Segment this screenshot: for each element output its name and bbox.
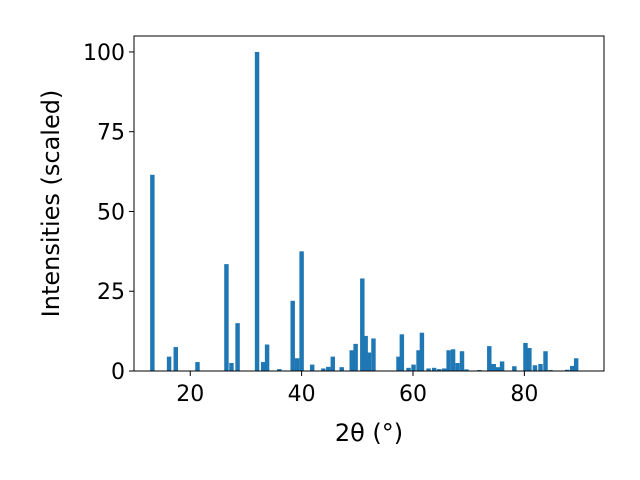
bar — [321, 368, 326, 371]
bar — [491, 363, 496, 371]
plot-frame — [133, 35, 605, 372]
bar — [565, 369, 570, 371]
y-tick-label: 25 — [97, 280, 125, 305]
bar — [436, 369, 442, 371]
y-axis-ticks: 0 25 50 75 100 — [83, 41, 134, 385]
bar — [495, 367, 501, 371]
bar — [570, 365, 575, 371]
bar — [299, 251, 304, 371]
bar — [166, 356, 172, 371]
x-axis-label: 2θ (°) — [335, 419, 403, 447]
bar — [464, 369, 469, 371]
bar — [446, 350, 451, 371]
bar — [411, 364, 416, 371]
y-tick-label: 75 — [97, 121, 125, 146]
bar — [406, 367, 411, 371]
bar — [543, 351, 548, 371]
bar — [527, 348, 532, 371]
bar — [290, 300, 295, 371]
x-tick-label: 80 — [510, 382, 538, 407]
bar — [235, 323, 240, 371]
bar — [254, 51, 260, 371]
bar — [363, 335, 368, 371]
bar — [455, 363, 460, 371]
bar — [150, 174, 155, 371]
bar — [396, 356, 401, 371]
y-tick-label: 50 — [97, 200, 125, 225]
bar — [366, 352, 372, 371]
x-axis-ticks: 20 40 60 80 — [176, 371, 538, 407]
bar — [538, 363, 543, 371]
bar — [229, 363, 234, 371]
bar — [224, 264, 229, 371]
bar — [360, 278, 365, 371]
bar — [459, 351, 465, 371]
bar — [573, 358, 579, 371]
bar — [353, 343, 358, 371]
y-tick-label: 100 — [83, 41, 125, 66]
bar — [277, 369, 282, 371]
x-tick-label: 20 — [176, 382, 204, 407]
bar — [260, 362, 266, 371]
bar — [450, 349, 456, 371]
bar — [499, 361, 505, 371]
bar — [419, 332, 425, 371]
bars-group — [150, 51, 579, 371]
bar — [399, 334, 405, 371]
bar — [339, 367, 344, 371]
bar — [431, 367, 437, 371]
y-tick-label: 0 — [111, 360, 125, 385]
bar — [294, 358, 300, 371]
y-axis-label: Intensities (scaled) — [37, 90, 65, 318]
bar — [512, 366, 517, 371]
bar — [349, 350, 354, 371]
bar — [330, 356, 336, 371]
bar — [416, 350, 421, 371]
bar — [523, 342, 528, 371]
bar — [309, 364, 315, 371]
x-tick-label: 40 — [288, 382, 316, 407]
bar — [195, 362, 200, 371]
bar — [264, 344, 270, 371]
bar — [532, 365, 538, 371]
bar — [326, 366, 331, 371]
bar — [426, 368, 431, 371]
bar — [487, 346, 492, 371]
bar — [371, 338, 376, 371]
bar — [173, 347, 178, 371]
bar — [441, 368, 447, 371]
x-tick-label: 60 — [399, 382, 427, 407]
